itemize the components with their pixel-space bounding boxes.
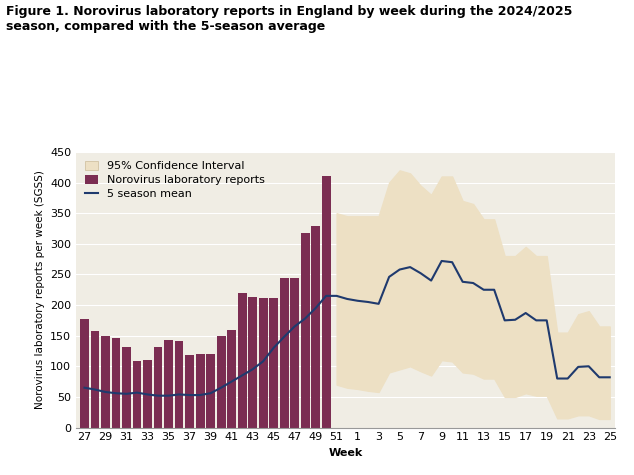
Bar <box>143 360 152 428</box>
Bar <box>321 177 330 428</box>
Bar <box>80 319 89 428</box>
Bar <box>248 297 257 428</box>
Bar <box>311 226 320 428</box>
Bar <box>122 347 131 428</box>
Bar <box>238 294 247 428</box>
Bar <box>206 354 215 428</box>
Bar <box>217 336 226 428</box>
Bar <box>153 347 162 428</box>
Bar <box>133 361 141 428</box>
Bar <box>227 330 236 428</box>
Bar <box>259 298 268 428</box>
Bar <box>195 354 205 428</box>
X-axis label: Week: Week <box>328 448 363 458</box>
Bar <box>91 331 100 428</box>
Text: Figure 1. Norovirus laboratory reports in England by week during the 2024/2025
s: Figure 1. Norovirus laboratory reports i… <box>6 5 573 33</box>
Bar <box>112 338 120 428</box>
Bar <box>185 355 194 428</box>
Bar <box>101 336 110 428</box>
Bar <box>280 277 288 428</box>
Bar <box>174 341 183 428</box>
Bar <box>164 340 173 428</box>
Bar <box>290 278 299 428</box>
Legend: 95% Confidence Interval, Norovirus laboratory reports, 5 season mean: 95% Confidence Interval, Norovirus labor… <box>82 158 268 202</box>
Bar <box>269 298 278 428</box>
Bar <box>301 233 309 428</box>
Y-axis label: Norovirus laboratory reports per week (SGSS): Norovirus laboratory reports per week (S… <box>34 171 44 409</box>
